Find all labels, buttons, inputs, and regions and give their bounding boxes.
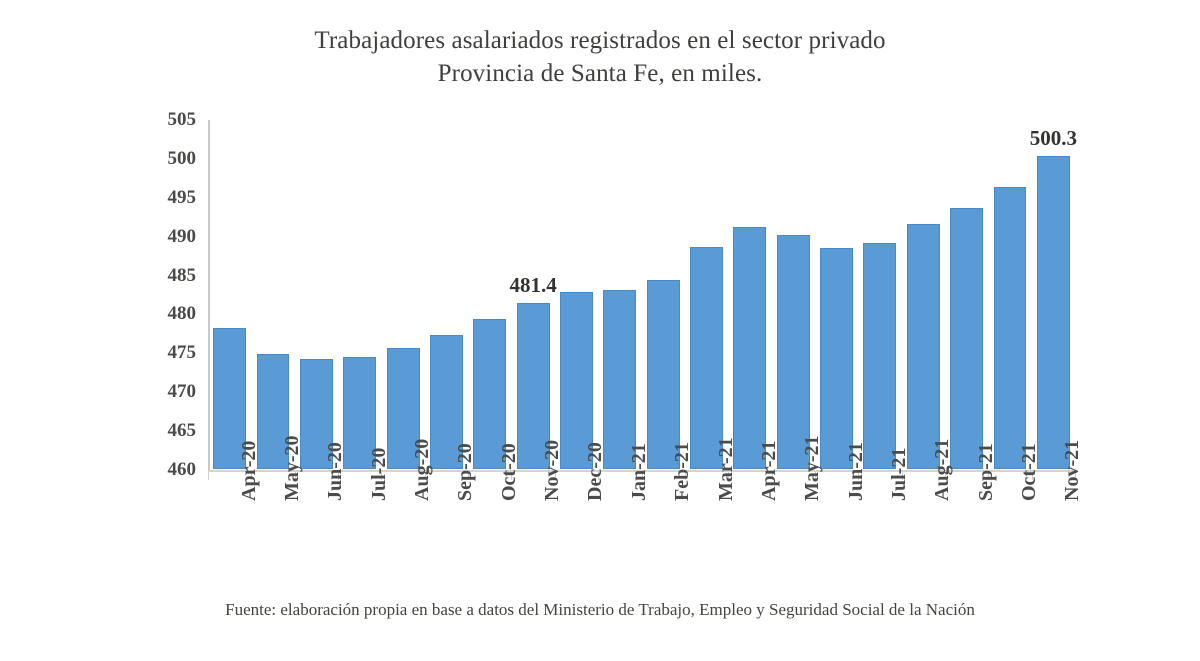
y-axis-tick-label: 470 — [167, 381, 197, 403]
x-axis-tick — [771, 472, 773, 480]
x-axis-tick-label: Nov-21 — [1061, 439, 1084, 501]
bar — [690, 246, 723, 469]
x-axis-tick-labels: Apr-20 May-20 Jun-20 Jul-20 Aug-20 Sep-20 Oct-… — [208, 435, 1084, 581]
y-axis-line — [208, 120, 210, 471]
bar — [733, 227, 767, 469]
bar — [213, 328, 247, 469]
bar-data-label: 500.3 — [1029, 125, 1077, 150]
x-axis-tick-label: May-21 — [801, 435, 824, 501]
x-axis-tick-label: Apr-20 — [237, 440, 260, 501]
bar — [343, 357, 377, 469]
bar — [386, 348, 420, 469]
source-note: Fuente: elaboración propia en base a dat… — [225, 600, 975, 619]
bars-layer — [208, 120, 1075, 470]
x-axis-tick-label: Jun-21 — [844, 442, 867, 501]
x-axis-tick — [381, 472, 383, 480]
y-axis-tick-label: 465 — [167, 420, 197, 442]
x-axis-tick-label: Oct-21 — [1017, 443, 1040, 501]
x-axis-tick-label: Feb-21 — [671, 442, 694, 501]
x-axis-tick — [944, 472, 946, 480]
x-axis-tick-label: Aug-20 — [411, 438, 434, 501]
y-axis-tick-label: 475 — [167, 342, 197, 364]
x-axis-tick — [684, 472, 686, 480]
x-axis-tick — [554, 472, 556, 480]
x-axis-tick — [338, 472, 340, 480]
bar — [299, 358, 333, 469]
y-axis-tick-label: 505 — [167, 109, 197, 130]
bar — [429, 335, 463, 469]
x-axis-tick — [598, 472, 600, 480]
y-axis-tick-label: 495 — [167, 186, 197, 208]
bar — [603, 290, 637, 469]
x-axis-tick — [208, 472, 209, 480]
x-axis-tick-label: Jan-21 — [627, 443, 650, 501]
bar — [256, 353, 290, 469]
bar — [820, 248, 854, 469]
x-axis-tick-label: Jul-21 — [887, 447, 910, 501]
x-axis-tick-label: Dec-20 — [584, 442, 607, 501]
bar — [906, 224, 940, 469]
x-axis-tick-label: Apr-21 — [757, 440, 780, 501]
y-axis-tick-labels: 460 465 470 475 480 485 490 495 500 505 — [150, 109, 202, 480]
bar — [993, 187, 1027, 469]
x-axis-tick-label: May-20 — [281, 435, 304, 501]
x-axis-tick — [294, 472, 296, 480]
x-axis-tick-label: Aug-21 — [931, 438, 954, 501]
x-axis-tick-label: Jun-20 — [324, 442, 347, 501]
y-axis-tick-label: 460 — [167, 459, 197, 480]
x-axis-tick-label: Oct-20 — [497, 443, 520, 501]
bar — [473, 318, 507, 469]
x-axis-tick — [814, 472, 816, 480]
bar — [950, 207, 984, 469]
x-axis-tick-label: Mar-21 — [715, 437, 738, 501]
x-axis-tick-label: Nov-20 — [541, 439, 564, 501]
x-axis-tick — [424, 472, 426, 480]
chart-title-line-1: Trabajadores asalariados registrados en … — [314, 27, 886, 54]
x-axis-tick — [1031, 472, 1033, 480]
x-axis-tick — [858, 472, 860, 480]
x-axis-ticks — [208, 472, 1076, 481]
x-axis-tick-label: Jul-20 — [367, 447, 390, 501]
x-axis-line — [208, 470, 1075, 472]
x-axis-tick — [251, 472, 253, 480]
x-axis-tick — [511, 472, 513, 480]
chart-title-line-2: Provincia de Santa Fe, en miles. — [437, 60, 763, 87]
x-axis-tick-label: Sep-20 — [454, 443, 477, 501]
x-axis-tick-label: Sep-21 — [974, 443, 997, 501]
bar — [776, 234, 810, 469]
x-axis-tick — [1075, 472, 1076, 480]
bar-data-label: 481.4 — [509, 272, 557, 297]
plot-area — [208, 120, 1075, 472]
x-axis-tick — [728, 472, 730, 480]
y-axis-tick-label: 485 — [167, 264, 197, 286]
y-axis-tick-label: 500 — [167, 147, 197, 169]
bar — [863, 243, 897, 469]
y-axis-tick-label: 480 — [167, 303, 197, 325]
bar — [560, 291, 593, 469]
x-axis-tick — [468, 472, 470, 480]
bar — [1036, 155, 1070, 469]
chart-title: Trabajadores asalariados registrados en … — [0, 24, 1200, 90]
bar — [516, 302, 550, 469]
x-axis-tick — [901, 472, 903, 480]
x-axis-tick — [641, 472, 643, 480]
y-axis-tick-label: 490 — [167, 225, 197, 247]
x-axis-tick — [988, 472, 990, 480]
bar — [646, 280, 680, 469]
